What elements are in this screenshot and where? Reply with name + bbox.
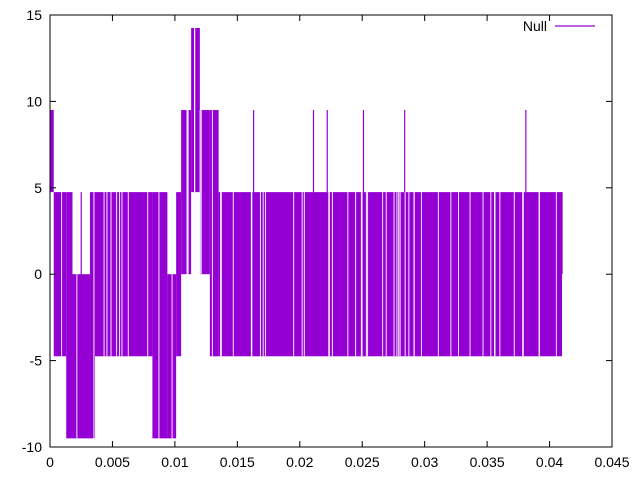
legend-label: Null xyxy=(523,18,547,34)
x-tick-label: 0.03 xyxy=(411,454,438,470)
x-tick-label: 0.025 xyxy=(345,454,380,470)
x-tick-label: 0.045 xyxy=(594,454,629,470)
series-band xyxy=(191,27,200,193)
plot-frame xyxy=(49,14,613,448)
series-band xyxy=(72,274,78,439)
plot-area xyxy=(50,27,563,439)
y-tick-label: -10 xyxy=(22,439,42,455)
series-band xyxy=(89,192,95,439)
series-band xyxy=(152,192,168,439)
x-tick-label: 0.02 xyxy=(286,454,313,470)
x-tick-label: 0.01 xyxy=(161,454,188,470)
x-tick-label: 0.005 xyxy=(95,454,130,470)
x-axis: 0 0.005 0.01 0.015 0.02 0.025 0.03 0.035 0.04 0.0… xyxy=(46,15,630,470)
series-trace xyxy=(50,27,563,439)
x-tick-label: 0 xyxy=(46,454,54,470)
y-tick-label: 15 xyxy=(26,7,42,23)
x-tick-label: 0.015 xyxy=(220,454,255,470)
series-band xyxy=(176,192,182,357)
legend: Null xyxy=(523,18,595,34)
y-axis: -10 -5 0 5 10 15 xyxy=(22,7,612,455)
series-band xyxy=(77,274,90,439)
series-band xyxy=(66,192,73,439)
series-band xyxy=(209,110,219,357)
x-tick-label: 0.035 xyxy=(470,454,505,470)
series-band xyxy=(94,192,153,357)
series-band xyxy=(199,110,210,275)
series-band xyxy=(218,192,563,357)
series-band xyxy=(50,110,54,193)
y-tick-label: 0 xyxy=(34,266,42,282)
series-band xyxy=(53,192,67,357)
y-tick-label: -5 xyxy=(30,353,43,369)
series-band xyxy=(181,110,192,275)
x-tick-label: 0.04 xyxy=(536,454,563,470)
y-tick-label: 10 xyxy=(26,93,42,109)
y-tick-label: 5 xyxy=(34,180,42,196)
